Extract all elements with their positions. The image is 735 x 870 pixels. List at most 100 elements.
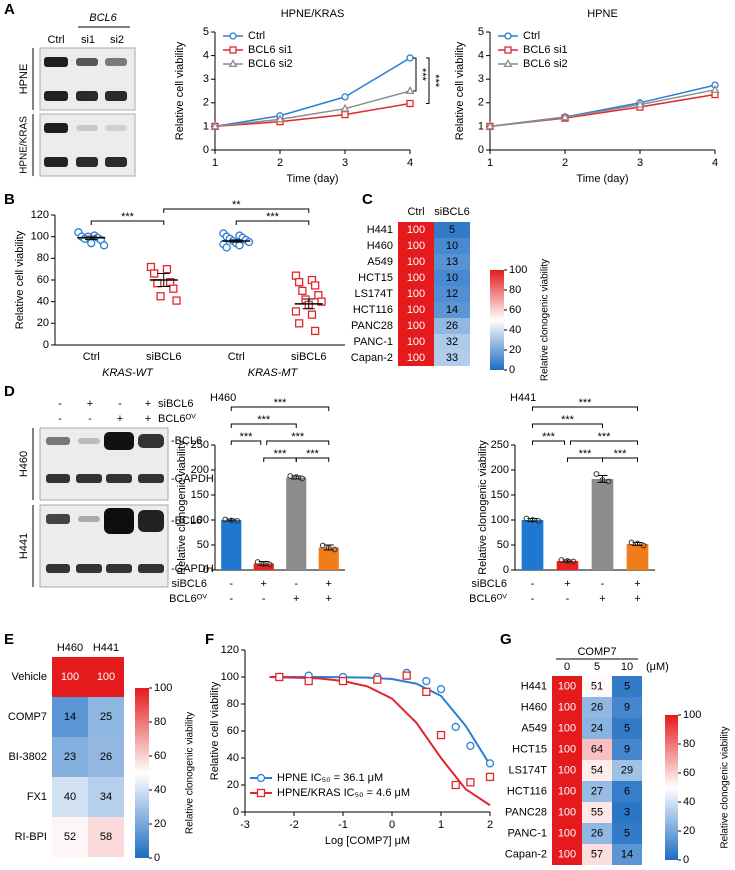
condition-label: siBCL6 xyxy=(172,578,207,590)
condition-label: BCL6ᴼⱽ xyxy=(469,593,507,605)
significance-label: *** xyxy=(257,414,271,426)
cell-label: 10 xyxy=(446,240,458,252)
data-point xyxy=(466,741,475,750)
row-label: H460 xyxy=(521,701,547,713)
y-tick-label: 3 xyxy=(203,73,209,85)
significance-bracket xyxy=(532,440,565,445)
cell-label: 100 xyxy=(407,352,425,364)
row-label: HCT116 xyxy=(353,304,393,316)
colorbar-tick-label: 40 xyxy=(509,324,521,336)
cell-label: 100 xyxy=(407,288,425,300)
condition-label: BCL6ᴼⱽ xyxy=(169,593,207,605)
significance-label: *** xyxy=(429,74,441,88)
row-label: BI-3802 xyxy=(8,751,47,763)
data-point xyxy=(373,675,382,684)
data-point xyxy=(244,237,254,247)
condition-sign: + xyxy=(564,578,570,590)
column-label: H460 xyxy=(57,642,83,654)
heatmap-cell xyxy=(52,697,88,737)
data-point xyxy=(628,539,635,546)
colorbar-label: Relative clonogenic viability xyxy=(185,712,196,834)
x-tick-label: -1 xyxy=(338,819,348,831)
y-tick-label: 5 xyxy=(203,26,209,38)
significance-label: *** xyxy=(291,431,305,443)
cell-label: 100 xyxy=(407,304,425,316)
data-point xyxy=(570,558,577,565)
condition-sign: + xyxy=(145,398,151,410)
cell-label: 100 xyxy=(407,272,425,284)
heatmap-cell xyxy=(398,286,434,302)
condition-sign: + xyxy=(117,413,123,425)
data-point xyxy=(710,84,720,93)
row-label: Capan-2 xyxy=(505,848,547,860)
bar xyxy=(221,520,242,570)
y-tick-label: 0 xyxy=(203,564,209,576)
colorbar-tick-label: 0 xyxy=(154,852,160,864)
heatmap-cell xyxy=(434,222,470,238)
colorbar-tick-label: 20 xyxy=(683,825,695,837)
cell-label: 100 xyxy=(558,806,576,818)
heatmap-cell xyxy=(612,781,642,802)
y-tick-label: 40 xyxy=(227,752,239,764)
y-tick-label: 20 xyxy=(37,317,49,329)
heatmap-cell xyxy=(434,238,470,254)
heatmap-cell xyxy=(434,334,470,350)
cell-label: 100 xyxy=(407,336,425,348)
row-label: Vehicle xyxy=(12,671,47,683)
group-label: KRAS-WT xyxy=(102,367,154,379)
y-tick-label: 60 xyxy=(227,725,239,737)
heatmap-cell xyxy=(552,781,582,802)
fit-curve xyxy=(269,676,491,766)
colorbar-tick-label: 60 xyxy=(683,767,695,779)
colorbar-tick-label: 60 xyxy=(509,304,521,316)
data-point xyxy=(319,542,326,549)
significance-label: *** xyxy=(274,448,288,460)
y-tick-label: 100 xyxy=(221,671,239,683)
data-point xyxy=(331,546,338,553)
condition-sign: - xyxy=(118,398,122,410)
data-point xyxy=(422,676,431,686)
legend-marker xyxy=(229,46,237,54)
data-point xyxy=(338,676,348,686)
legend-marker xyxy=(504,46,512,54)
cell-label: 100 xyxy=(558,785,576,797)
row-label: A549 xyxy=(367,256,393,268)
heatmap-cell xyxy=(612,802,642,823)
band-label: -BCL6 xyxy=(171,435,202,447)
cell-label: 9 xyxy=(624,743,630,755)
band-label: -GAPDH xyxy=(171,473,214,485)
significance-label: *** xyxy=(121,211,135,223)
condition-sign: + xyxy=(634,593,640,605)
y-tick-label: 1 xyxy=(203,120,209,132)
y-tick-label: 0 xyxy=(233,806,239,818)
significance-bracket xyxy=(570,440,638,445)
heatmap-cell xyxy=(52,737,88,777)
data-point xyxy=(254,559,261,565)
condition-sign: + xyxy=(87,398,93,410)
cell-label: 55 xyxy=(591,806,603,818)
band-label: -BCL6 xyxy=(171,515,202,527)
y-tick-label: 5 xyxy=(478,26,484,38)
cell-label: 100 xyxy=(558,722,576,734)
colorbar-tick-label: 100 xyxy=(154,682,172,694)
data-point xyxy=(466,778,475,787)
y-axis-label: Relative cell viability xyxy=(454,41,466,140)
legend-marker xyxy=(504,32,512,40)
heatmap-cell xyxy=(434,254,470,270)
heatmap-cell xyxy=(582,844,612,865)
bar xyxy=(286,477,307,570)
row-label: RI-BPI xyxy=(15,831,47,843)
heatmap-cell xyxy=(398,222,434,238)
cell-label: 34 xyxy=(100,791,112,803)
row-label: HCT15 xyxy=(358,272,393,284)
significance-label: *** xyxy=(561,414,575,426)
y-tick-label: 3 xyxy=(478,73,484,85)
lane-label: Ctrl xyxy=(47,34,64,46)
y-tick-label: 200 xyxy=(191,464,209,476)
data-point xyxy=(153,279,162,288)
data-point xyxy=(406,99,414,108)
cell-label: 64 xyxy=(591,743,603,755)
legend-label: HPNE/KRAS IC₅₀ = 4.6 μM xyxy=(277,787,410,799)
blot-image xyxy=(32,427,169,588)
condition-sign: - xyxy=(566,593,570,605)
